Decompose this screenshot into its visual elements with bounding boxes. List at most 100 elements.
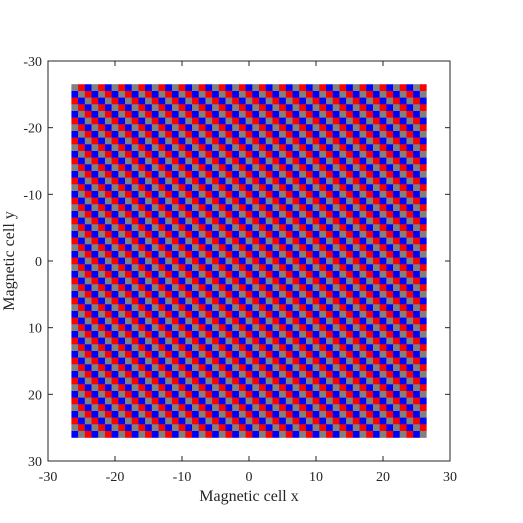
heatmap-cell: [252, 164, 260, 172]
heatmap-cell: [386, 104, 394, 112]
heatmap-cell: [359, 151, 367, 158]
heatmap-cell: [185, 397, 193, 405]
heatmap-cell: [78, 391, 85, 398]
heatmap-cell: [111, 237, 119, 245]
heatmap-cell: [285, 371, 293, 378]
heatmap-cell: [406, 371, 414, 378]
heatmap-cell: [138, 244, 146, 252]
heatmap-cell: [185, 137, 193, 145]
heatmap-cell: [285, 337, 293, 345]
heatmap-cell: [386, 217, 394, 225]
heatmap-cell: [198, 417, 206, 425]
heatmap-cell: [265, 351, 273, 358]
heatmap-cell: [84, 251, 92, 258]
heatmap-cell: [185, 251, 193, 258]
heatmap-cell: [326, 304, 333, 312]
y-tick-label: -20: [23, 122, 42, 137]
heatmap-cell: [171, 391, 179, 398]
heatmap-cell: [125, 231, 132, 238]
y-axis-title: Magnetic cell y: [1, 211, 18, 311]
heatmap-cell: [366, 84, 373, 92]
heatmap-cell: [71, 424, 79, 432]
heatmap-cell: [165, 331, 172, 338]
heatmap-cell: [212, 277, 219, 285]
heatmap-cell: [339, 177, 347, 185]
heatmap-cell: [158, 204, 166, 212]
heatmap-cell: [312, 297, 320, 305]
heatmap-cell: [232, 264, 239, 272]
heatmap-cell: [393, 184, 400, 192]
heatmap-cell: [192, 224, 199, 232]
heatmap-cell: [259, 377, 266, 385]
heatmap-cell: [178, 171, 186, 178]
heatmap-cell: [359, 224, 367, 232]
heatmap-cell: [245, 171, 253, 178]
heatmap-cell: [125, 417, 132, 425]
heatmap-cell: [279, 337, 286, 345]
heatmap-cell: [212, 204, 219, 212]
heatmap-cell: [218, 117, 226, 125]
heatmap-cell: [151, 331, 159, 338]
heatmap-cell: [359, 384, 367, 392]
heatmap-cell: [165, 344, 172, 352]
heatmap-cell: [319, 104, 327, 112]
heatmap-cell: [111, 177, 119, 185]
heatmap-cell: [292, 311, 300, 318]
heatmap-cell: [218, 197, 226, 205]
heatmap-cell: [205, 351, 213, 358]
heatmap-cell: [265, 177, 273, 185]
heatmap-cell: [125, 424, 132, 432]
heatmap-cell: [419, 411, 427, 418]
heatmap-cell: [285, 364, 293, 372]
heatmap-cell: [171, 257, 179, 265]
heatmap-cell: [232, 357, 239, 365]
heatmap-cell: [272, 377, 280, 385]
heatmap-cell: [305, 157, 313, 165]
heatmap-cell: [319, 337, 327, 345]
heatmap-cell: [406, 417, 414, 425]
heatmap-cell: [118, 217, 126, 225]
heatmap-cell: [91, 317, 99, 325]
heatmap-cell: [299, 317, 306, 325]
heatmap-cell: [125, 324, 132, 332]
heatmap-cell: [91, 391, 99, 398]
heatmap-cell: [359, 424, 367, 432]
heatmap-cell: [151, 244, 159, 252]
heatmap-cell: [319, 291, 327, 298]
heatmap-cell: [185, 317, 193, 325]
heatmap-cell: [259, 364, 266, 372]
heatmap-cell: [145, 164, 152, 172]
heatmap-cell: [299, 124, 306, 132]
heatmap-cell: [91, 257, 99, 265]
heatmap-cell: [292, 337, 300, 345]
heatmap-cell: [98, 404, 105, 412]
heatmap-cell: [138, 231, 146, 238]
heatmap-cell: [259, 397, 266, 405]
heatmap-cell: [158, 424, 166, 432]
heatmap-cell: [379, 211, 387, 218]
heatmap-cell: [292, 344, 300, 352]
heatmap-cell: [71, 351, 79, 358]
heatmap-cell: [238, 144, 246, 152]
heatmap-cell: [151, 157, 159, 165]
heatmap-cell: [185, 417, 193, 425]
heatmap-cell: [413, 124, 420, 132]
heatmap-cell: [232, 277, 239, 285]
heatmap-cell: [386, 384, 394, 392]
heatmap-cell: [232, 384, 239, 392]
heatmap-cell: [98, 351, 105, 358]
heatmap-cell: [178, 271, 186, 278]
heatmap-cell: [299, 217, 306, 225]
heatmap-cell: [339, 111, 347, 118]
heatmap-cell: [205, 211, 213, 218]
heatmap-cell: [78, 384, 85, 392]
heatmap-cell: [265, 431, 273, 438]
heatmap-cell: [359, 311, 367, 318]
heatmap-cell: [212, 124, 219, 132]
heatmap-cell: [372, 117, 380, 125]
heatmap-cell: [91, 237, 99, 245]
heatmap-cell: [285, 151, 293, 158]
heatmap-cell: [185, 357, 193, 365]
heatmap-cell: [305, 111, 313, 118]
heatmap-cell: [312, 251, 320, 258]
